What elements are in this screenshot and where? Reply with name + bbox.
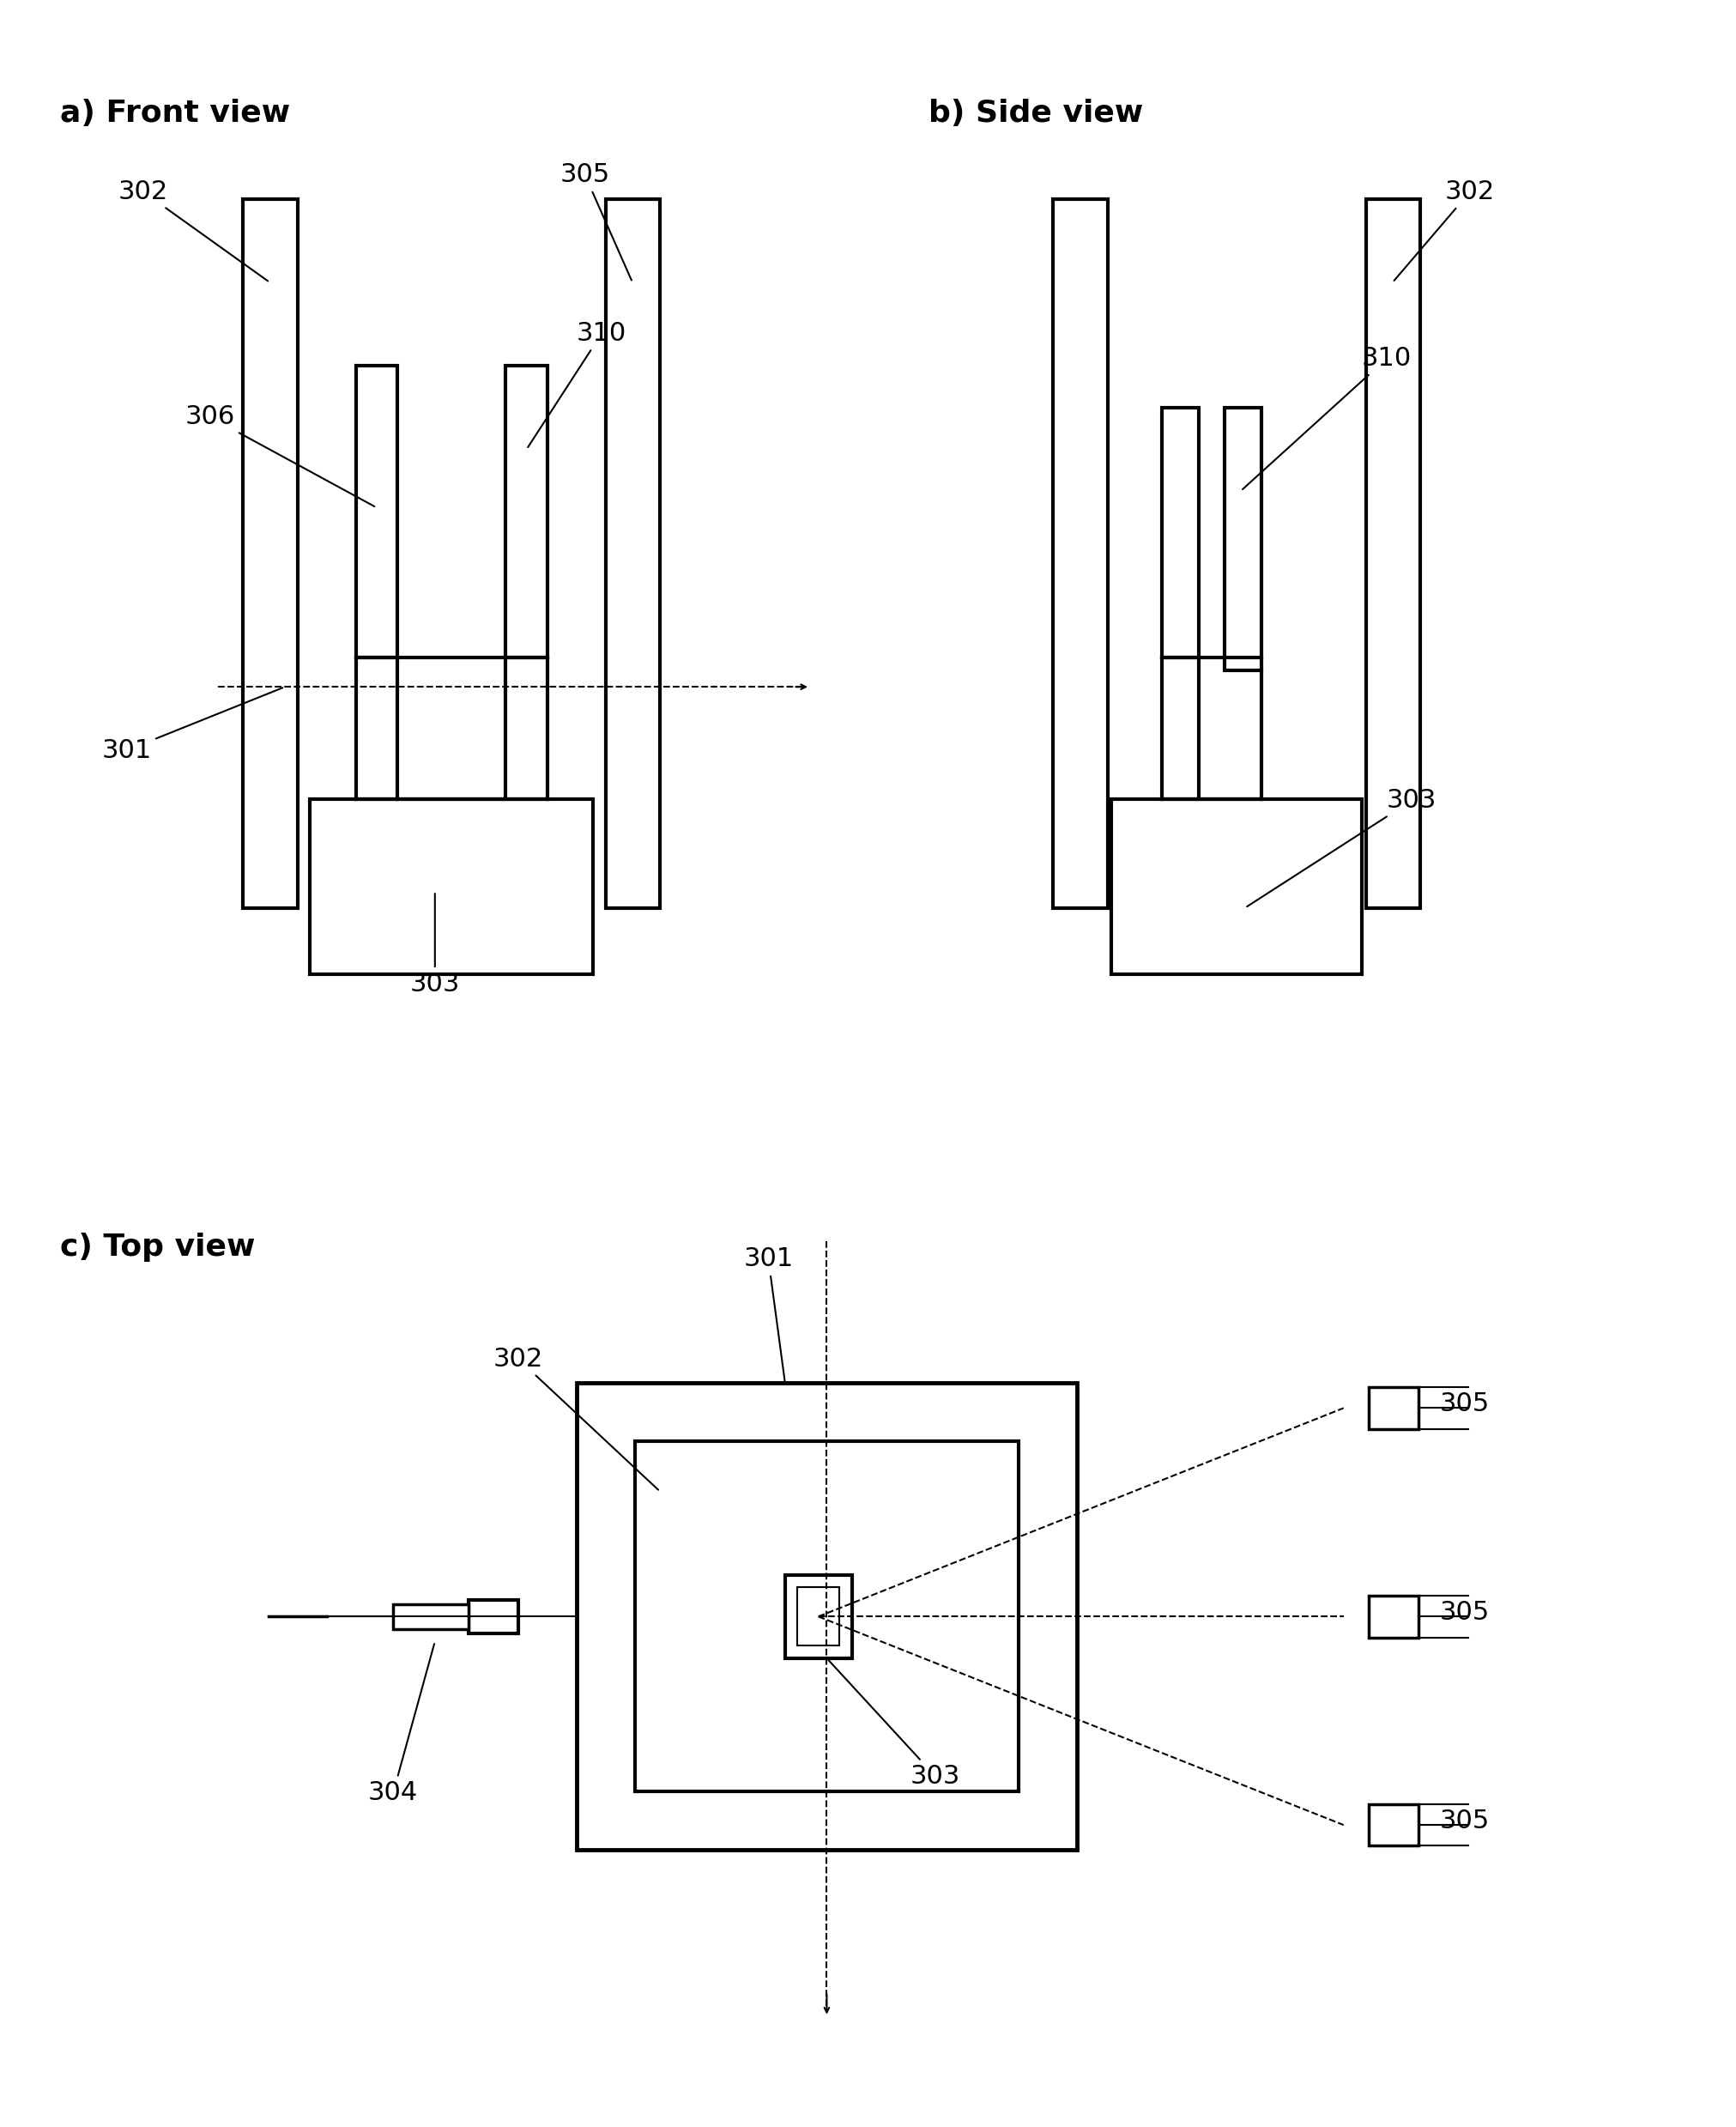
Text: 304: 304 (368, 1644, 434, 1806)
Text: 301: 301 (101, 687, 283, 764)
Bar (392, 1604, 469, 1629)
Text: 302: 302 (493, 1346, 658, 1489)
Bar (243, 200, 297, 908)
Bar (576, 1383, 1076, 1850)
Bar (356, 366, 398, 657)
Bar (606, 200, 660, 908)
Bar (1368, 1595, 1418, 1638)
Bar (635, 1442, 1017, 1791)
Text: 306: 306 (184, 404, 375, 506)
Bar (1368, 1804, 1418, 1846)
Bar (1364, 200, 1420, 908)
Bar (309, 800, 594, 974)
Bar (505, 366, 547, 657)
Text: 303: 303 (828, 1659, 960, 1789)
Text: a) Front view: a) Front view (59, 100, 290, 128)
Text: 305: 305 (1439, 1808, 1489, 1833)
Bar (1368, 1387, 1418, 1429)
Text: 305: 305 (559, 162, 632, 281)
Text: 301: 301 (743, 1246, 793, 1380)
Text: b) Side view: b) Side view (927, 100, 1142, 128)
Text: 310: 310 (528, 321, 627, 447)
Bar (797, 1587, 838, 1646)
Text: 302: 302 (118, 179, 267, 281)
Text: 303: 303 (410, 893, 460, 995)
Text: c) Top view: c) Top view (59, 1234, 255, 1261)
Bar (785, 1574, 851, 1659)
Bar (469, 1600, 517, 1634)
Text: 302: 302 (1394, 179, 1495, 281)
Bar (1161, 408, 1198, 657)
Text: 305: 305 (1439, 1391, 1489, 1417)
Bar (1111, 800, 1361, 974)
Text: 310: 310 (1241, 347, 1411, 489)
Text: 303: 303 (1246, 787, 1436, 906)
Text: 305: 305 (1439, 1600, 1489, 1625)
Bar (1224, 408, 1260, 670)
Bar (1052, 200, 1108, 908)
